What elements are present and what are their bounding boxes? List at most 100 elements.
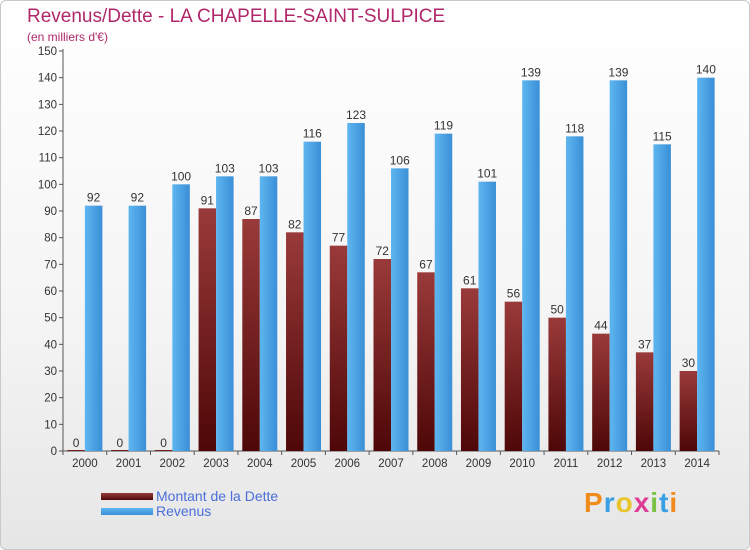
revenue-bar xyxy=(478,181,496,451)
logo-letter: P xyxy=(584,487,604,518)
revenue-bar xyxy=(303,141,322,451)
x-tick-label: 2013 xyxy=(641,458,667,470)
debt-bar xyxy=(504,301,523,451)
revenue-value-label: 101 xyxy=(477,167,497,181)
bars xyxy=(67,77,715,452)
debt-bar xyxy=(679,371,698,451)
x-tick-label: 2003 xyxy=(203,458,229,470)
debt-bar xyxy=(417,272,435,451)
revenue-bar xyxy=(697,77,715,452)
legend-swatch-revenue xyxy=(101,507,153,515)
debt-bar xyxy=(242,219,260,451)
x-tick-label: 2010 xyxy=(509,458,535,470)
y-tick-label: 70 xyxy=(44,259,57,271)
x-tick-label: 2006 xyxy=(334,458,360,470)
y-tick-label: 30 xyxy=(44,366,57,378)
debt-bar xyxy=(286,232,304,451)
debt-value-label: 0 xyxy=(73,436,80,450)
x-axis: 2000 2001 2002 2003 2004 2005 2006 2007 2008 2009… xyxy=(62,450,720,470)
y-tick-label: 60 xyxy=(44,286,57,298)
y-tick-label: 120 xyxy=(38,126,57,138)
debt-bar xyxy=(548,317,566,451)
revenue-bar xyxy=(522,80,540,451)
x-tick-label: 2000 xyxy=(72,458,98,470)
revenue-bar xyxy=(391,168,409,452)
logo-letter: o xyxy=(615,487,634,518)
legend-swatch-debt xyxy=(101,492,153,500)
revenue-bar xyxy=(565,136,584,452)
y-tick-label: 10 xyxy=(44,419,57,431)
y-tick-label: 90 xyxy=(44,206,57,218)
debt-value-label: 56 xyxy=(507,287,521,301)
y-tick-label: 150 xyxy=(38,46,57,58)
revenue-value-label: 123 xyxy=(346,108,366,122)
revenue-value-label: 139 xyxy=(521,65,541,79)
x-tick-label: 2007 xyxy=(378,458,404,470)
x-tick-label: 2001 xyxy=(116,458,142,470)
revenue-value-label: 116 xyxy=(303,127,322,141)
revenue-value-label: 103 xyxy=(259,161,279,175)
data-labels: 0 92 0 92 0 100 91 103 87 103 82 116 77 123 72 106 67 119… xyxy=(73,63,716,450)
y-tick-label: 100 xyxy=(38,179,57,191)
y-tick-label: 130 xyxy=(38,99,57,111)
debt-bar xyxy=(460,288,479,451)
x-tick-label: 2014 xyxy=(684,458,710,470)
proxiti-logo: Proxiti xyxy=(584,487,678,519)
chart-title: Revenus/Dette - LA CHAPELLE-SAINT-SULPIC… xyxy=(27,6,446,27)
y-tick-label: 0 xyxy=(51,446,57,458)
x-tick-label: 2012 xyxy=(597,458,623,470)
debt-value-label: 0 xyxy=(117,436,124,450)
x-tick-label: 2009 xyxy=(466,458,492,470)
legend-label-revenue: Revenus xyxy=(156,503,212,519)
legend-item-revenue: Revenus xyxy=(101,503,211,519)
revenue-value-label: 119 xyxy=(434,119,453,133)
revenue-value-label: 118 xyxy=(565,121,584,135)
debt-value-label: 61 xyxy=(463,273,477,287)
debt-bar xyxy=(67,450,85,451)
debt-value-label: 37 xyxy=(638,337,652,351)
chart-subtitle: (en milliers d'€) xyxy=(27,30,108,44)
x-tick-label: 2005 xyxy=(291,458,317,470)
debt-bar xyxy=(329,245,348,451)
revenue-value-label: 92 xyxy=(131,191,145,205)
revenue-bar xyxy=(128,205,147,451)
revenue-value-label: 92 xyxy=(87,191,101,205)
revenue-value-label: 140 xyxy=(696,63,716,77)
debt-value-label: 72 xyxy=(376,244,390,258)
y-tick-label: 50 xyxy=(44,313,57,325)
revenue-bar xyxy=(172,184,190,452)
revenue-bar xyxy=(609,80,628,451)
revenue-bar xyxy=(84,205,103,451)
revenue-bar xyxy=(434,133,453,451)
legend-label-debt: Montant de la Dette xyxy=(156,488,279,504)
logo-letter: x xyxy=(633,487,651,518)
debt-value-label: 0 xyxy=(160,436,167,450)
revenue-bar xyxy=(259,176,278,452)
debt-bar xyxy=(373,259,391,451)
debt-value-label: 91 xyxy=(201,193,215,207)
y-axis: 0 10 20 30 40 50 60 70 80 90 100 110 120 130 140 150 xyxy=(38,46,64,458)
logo-letter: i xyxy=(650,487,660,518)
y-tick-label: 110 xyxy=(39,153,57,165)
revenue-value-label: 103 xyxy=(215,161,235,175)
debt-value-label: 82 xyxy=(288,217,302,231)
debt-bar xyxy=(592,333,610,451)
revenue-value-label: 115 xyxy=(653,129,672,143)
logo-letter: t xyxy=(659,487,670,518)
debt-value-label: 30 xyxy=(682,356,696,370)
logo-letter: i xyxy=(669,487,679,518)
debt-bar xyxy=(198,208,217,451)
debt-value-label: 77 xyxy=(332,231,346,245)
revenue-value-label: 100 xyxy=(171,169,191,183)
debt-bar xyxy=(154,450,173,451)
y-tick-label: 140 xyxy=(38,73,57,85)
legend-item-debt: Montant de la Dette xyxy=(101,488,278,504)
debt-value-label: 67 xyxy=(419,257,433,271)
y-tick-label: 80 xyxy=(44,233,57,245)
x-tick-label: 2004 xyxy=(247,458,273,470)
debt-value-label: 87 xyxy=(244,204,258,218)
x-tick-label: 2002 xyxy=(160,458,186,470)
x-tick-label: 2008 xyxy=(422,458,448,470)
